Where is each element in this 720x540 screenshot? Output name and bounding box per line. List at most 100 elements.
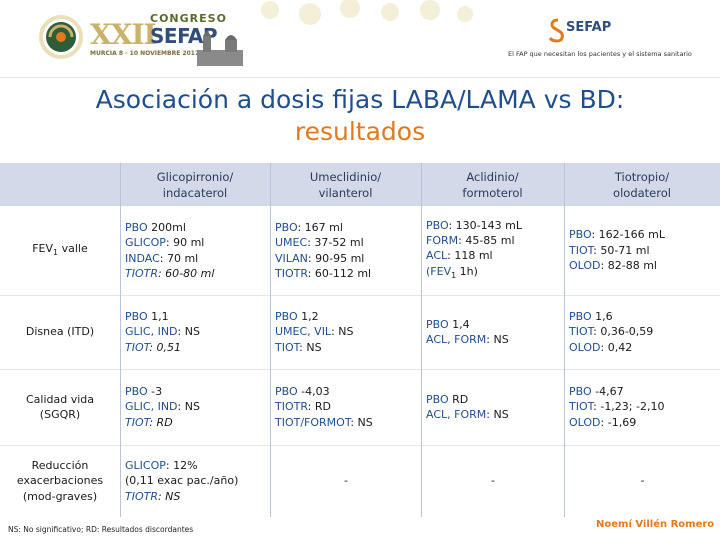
cell-value: : 0,51 (149, 340, 182, 354)
column-divider (270, 163, 271, 517)
cell-key: PBO (569, 384, 592, 398)
cell-key: TIOT (569, 243, 594, 257)
table-cell: GLICOP: 12% (0,11 exac pac./año) TIOTR: NS (120, 445, 270, 517)
cell-key: VILAN (275, 251, 308, 265)
cell-line: ACL: 118 ml (426, 248, 560, 263)
cell-value: : 0,36-0,59 (593, 325, 654, 339)
cell-line: TIOTR: RD (275, 399, 417, 414)
column-header-line: Aclidinio/ (466, 169, 519, 184)
cell-key: OLOD (569, 340, 601, 354)
empty-value-dash: - (344, 474, 348, 488)
cell-line: TIOTR: NS (125, 489, 266, 504)
cell-line: TIOTR: 60-112 ml (275, 266, 417, 281)
cell-line: TIOT/FORMOT: NS (275, 415, 417, 430)
cell-line: PBO: 162-166 mL (569, 227, 716, 242)
cell-line: OLOD: 82-88 ml (569, 258, 716, 273)
title-line-2: resultados (294, 117, 426, 146)
table-cell: PBO: 130-143 mL FORM: 45-85 ml ACL: 118 ml… (421, 206, 564, 295)
row-label-line: FEV1 valle (32, 241, 88, 261)
cell-line: TIOT: 50-71 ml (569, 243, 716, 258)
cell-line: PBO 200ml (125, 220, 266, 235)
cell-key: PBO (426, 392, 449, 406)
cell-line: GLIC, IND: NS (125, 399, 266, 414)
row-label-text: Reducción (31, 458, 89, 472)
cell-value: 1,1 (147, 309, 169, 323)
table-cell: - (564, 445, 720, 517)
cell-line: TIOTR: 60-80 ml (125, 266, 266, 281)
cell-key: (FEV (426, 264, 452, 278)
cell-value: : 12% (165, 458, 198, 472)
cell-value: 1,2 (297, 309, 319, 323)
cell-line: PBO 1,4 (426, 317, 560, 332)
cell-value: : 0,42 (600, 340, 633, 354)
cell-line: TIOT: RD (125, 415, 266, 430)
column-header-line: indacaterol (162, 185, 228, 200)
cell-line: UMEC: 37-52 ml (275, 235, 417, 250)
title-line-1: Asociación a dosis fijas LABA/LAMA vs BD… (95, 85, 625, 114)
cell-value: : 45-85 ml (458, 234, 515, 247)
table-cell: PBO RD ACL, FORM: NS (421, 369, 564, 445)
cell-line: TIOT: 0,51 (125, 340, 266, 355)
table-cell: PBO: 167 ml UMEC: 37-52 ml VILAN: 90-95 ml… (270, 206, 421, 295)
congress-number: XXII (90, 18, 157, 51)
cell-subscript: 1 (451, 271, 457, 280)
row-label-text: valle (58, 241, 88, 255)
cell-line: PBO 1,6 (569, 309, 716, 324)
author-name: Noemí Villén Romero (596, 519, 715, 530)
column-header-line: Tiotropio/ (614, 169, 670, 184)
cell-key: PBO (275, 384, 298, 398)
row-label: FEV1 valle (0, 206, 120, 295)
cell-value: : NS (177, 400, 200, 414)
cell-line: ACL, FORM: NS (426, 332, 560, 347)
cell-key: GLICOP (125, 458, 166, 472)
row-label-line: (mod-graves) (22, 489, 98, 503)
cell-key: FORM (426, 234, 459, 247)
column-header: Aclidinio/formoterol (421, 163, 564, 206)
cell-value: : NS (350, 415, 373, 429)
cell-line: ACL, FORM: NS (426, 407, 560, 422)
cell-key: PBO (569, 228, 592, 242)
cathedral-icon (197, 30, 243, 66)
table-cell: PBO 1,4 ACL, FORM: NS (421, 295, 564, 369)
table-cell: PBO 1,1 GLIC, IND: NS TIOT: 0,51 (120, 295, 270, 369)
row-label-line: Reducción (32, 458, 89, 473)
cell-line: PBO: 167 ml (275, 220, 417, 235)
cell-value: : -1,69 (600, 415, 637, 429)
cell-line: PBO 1,1 (125, 309, 266, 324)
cell-key: TIOT (125, 340, 150, 354)
sefap-logo-text: SEFAP (566, 20, 612, 35)
sefap-logo-icon (548, 18, 564, 43)
cell-line: TIOT: 0,36-0,59 (569, 324, 716, 339)
cell-value: -4,67 (591, 384, 624, 398)
row-label-subscript: 1 (53, 247, 59, 257)
column-header: Umeclidinio/vilanterol (270, 163, 421, 206)
cell-key: PBO (275, 309, 298, 323)
footnote: NS: No significativo; RD: Resultados dis… (8, 525, 194, 534)
cell-value: -3 (147, 384, 163, 398)
cell-line: PBO -3 (125, 384, 266, 399)
cell-value: 1h) (456, 264, 478, 278)
cell-key: GLICOP (125, 236, 166, 250)
column-header-line: vilanterol (318, 185, 373, 200)
cell-key: TIOTR (125, 489, 158, 503)
header-band: XXII CONGRESO SEFAP MURCIA 8 - 10 NOVIEM… (0, 0, 720, 78)
row-label-line: Calidad vida (26, 392, 94, 407)
empty-value-dash: - (640, 474, 645, 488)
cell-value: : 70 ml (159, 251, 199, 265)
table-cell: PBO -4,67 TIOT: -1,23; -2,10 OLOD: -1,69 (564, 369, 720, 445)
row-divider (0, 445, 720, 446)
table-cell: PBO: 162-166 mL TIOT: 50-71 ml OLOD: 82-88… (564, 206, 720, 295)
cell-line: PBO RD (426, 392, 560, 407)
cell-line: VILAN: 90-95 ml (275, 251, 417, 266)
cell-value: : NS (177, 325, 200, 339)
cell-value: : 167 ml (297, 220, 343, 234)
cell-value: 200ml (147, 220, 186, 234)
cell-key: OLOD (569, 415, 601, 429)
cell-key: PBO (275, 220, 298, 234)
column-divider (120, 163, 121, 517)
cell-key: TIOT/FORMOT (275, 415, 351, 429)
cell-line: PBO: 130-143 mL (426, 218, 560, 233)
congress-date: MURCIA 8 - 10 NOVIEMBRE 2017 (90, 50, 200, 57)
cell-key: UMEC (275, 236, 308, 250)
cell-value: : 60-80 ml (157, 266, 215, 280)
